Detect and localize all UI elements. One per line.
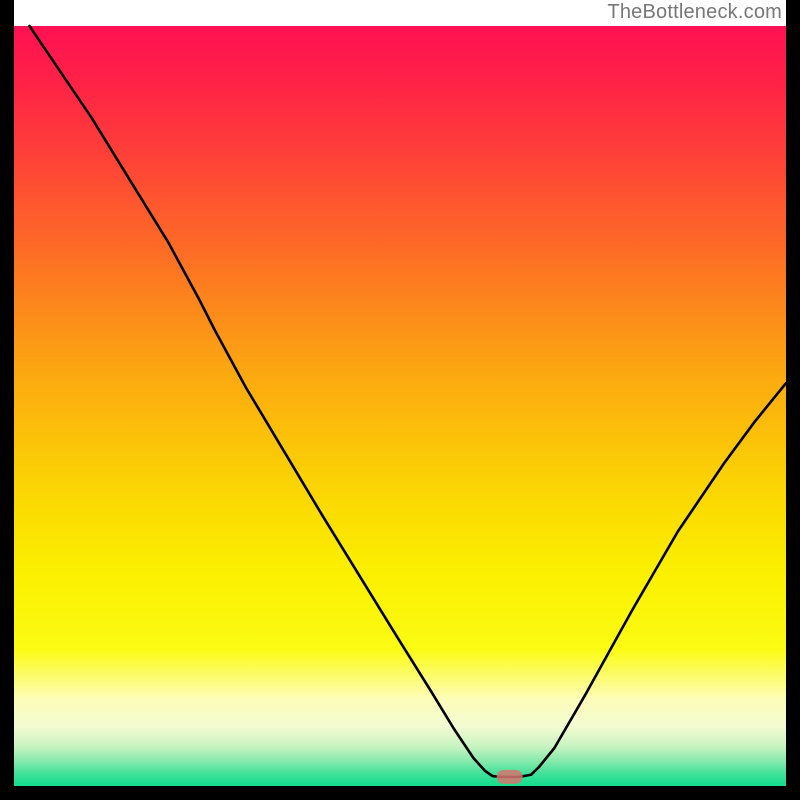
chart-svg bbox=[0, 0, 800, 800]
optimal-marker bbox=[497, 770, 523, 784]
plot-background bbox=[14, 26, 786, 786]
bottleneck-chart: TheBottleneck.com bbox=[0, 0, 800, 800]
watermark-text: TheBottleneck.com bbox=[607, 1, 782, 26]
